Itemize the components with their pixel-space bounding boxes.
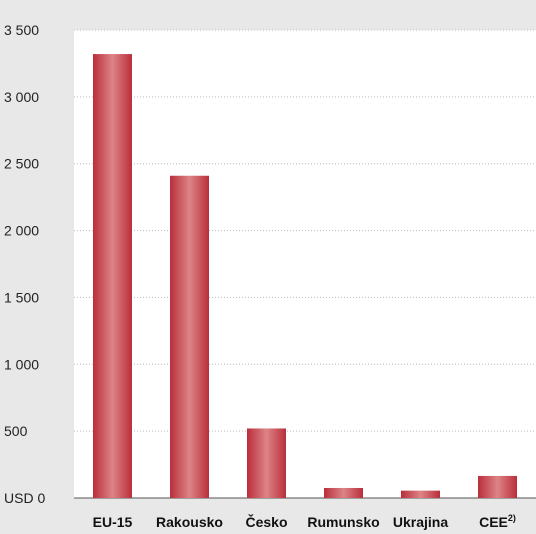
bars xyxy=(93,54,517,498)
y-tick-label: 3 000 xyxy=(4,89,39,105)
bar-rumunsko xyxy=(324,487,363,498)
x-category-label: Rumunsko xyxy=(307,514,379,530)
bar--esko xyxy=(247,428,286,498)
y-tick-label: 500 xyxy=(4,423,28,439)
gridlines xyxy=(74,29,536,432)
bar-rakousko xyxy=(170,175,209,498)
y-axis-tick-labels: USD 0 500 1 000 1 500 2 000 2 500 3 000 3 500 xyxy=(4,22,45,506)
x-category-label: CEE2) xyxy=(479,513,516,530)
y-tick-label: 3 500 xyxy=(4,22,39,38)
x-category-superscript: 2) xyxy=(508,513,516,523)
x-axis-category-labels: EU-15 Rakousko Česko Rumunsko Ukrajina CEE2) xyxy=(93,513,516,530)
x-category-label: Česko xyxy=(245,513,287,530)
bar-ukrajina xyxy=(401,490,440,498)
x-category-label: EU-15 xyxy=(93,514,133,530)
y-tick-label: USD 0 xyxy=(4,490,45,506)
x-category-label: Rakousko xyxy=(156,514,223,530)
plot-area xyxy=(74,30,536,498)
x-category-label: Ukrajina xyxy=(393,514,448,530)
bar-eu-15 xyxy=(93,54,132,498)
bar-cee xyxy=(478,475,517,498)
y-tick-label: 1 000 xyxy=(4,356,39,372)
y-tick-label: 2 000 xyxy=(4,223,39,239)
y-tick-label: 2 500 xyxy=(4,156,39,172)
y-tick-label: 1 500 xyxy=(4,289,39,305)
